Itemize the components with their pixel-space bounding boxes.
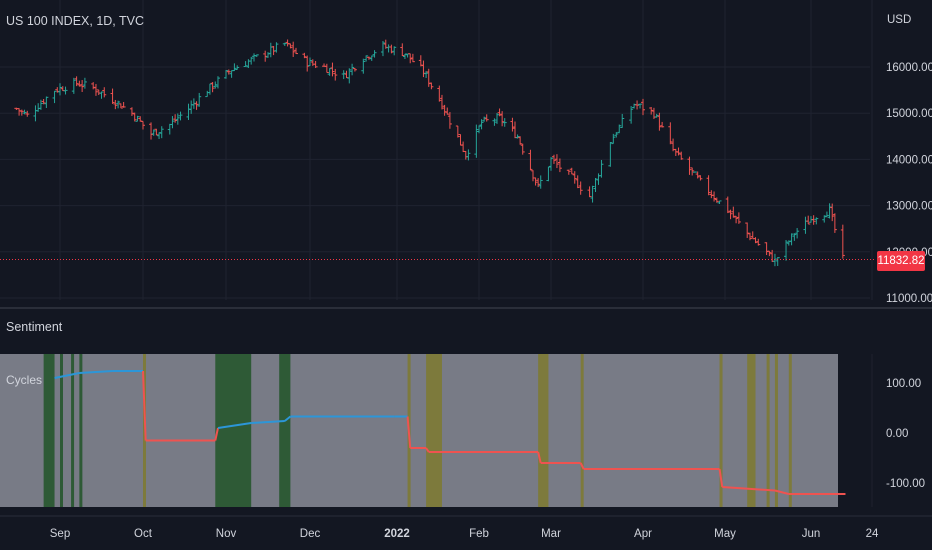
neutral-band xyxy=(766,354,770,507)
bull-band xyxy=(79,354,83,507)
bull-band xyxy=(279,354,291,507)
neutral-band xyxy=(580,354,584,507)
cycles-line-segment xyxy=(537,451,542,464)
neutral-band xyxy=(538,354,549,507)
price-tick-label: 11000.00 xyxy=(886,293,932,305)
x-tick-label: Apr xyxy=(634,528,652,540)
neutral-band xyxy=(426,354,442,507)
x-tick-label: Sep xyxy=(50,528,70,540)
x-tick-label: Dec xyxy=(300,528,321,540)
neutral-band xyxy=(788,354,792,507)
cycles-line-segment xyxy=(579,462,585,470)
price-tick-label: 16000.00 xyxy=(886,62,932,74)
x-tick-label: Feb xyxy=(469,528,489,540)
price-tick-label: 13000.00 xyxy=(886,201,932,213)
chart-title: US 100 INDEX, 1D, TVC xyxy=(6,14,145,28)
indicator-series-label: Cycles xyxy=(6,373,43,387)
x-tick-label: May xyxy=(714,528,736,540)
neutral-band xyxy=(774,354,778,507)
cycles-line-segment xyxy=(79,370,113,374)
x-tick-label: Jun xyxy=(802,528,821,540)
cycles-line-segment xyxy=(214,427,219,441)
cycles-line-segment xyxy=(718,468,724,488)
indicator-pane-title: Sentiment xyxy=(6,320,63,334)
bull-band xyxy=(60,354,63,507)
neutral-band xyxy=(719,354,723,507)
cycles-line-segment xyxy=(774,489,790,495)
x-tick-label: Oct xyxy=(134,528,153,540)
neutral-band xyxy=(747,354,756,507)
cycles-line-segment xyxy=(425,447,430,453)
price-tick-label: 14000.00 xyxy=(886,154,932,166)
cycles-line-segment xyxy=(142,370,147,441)
last-price-tag: 11832.82 xyxy=(877,251,925,271)
cycles-line-segment xyxy=(406,416,412,449)
x-tick-label: 2022 xyxy=(384,528,410,540)
sentiment-tick-label: 100.00 xyxy=(886,378,921,390)
cycles-line-segment xyxy=(284,415,292,422)
x-tick-label: 24 xyxy=(866,528,879,540)
x-tick-label: Nov xyxy=(216,528,237,540)
cycles-line-segment xyxy=(217,422,252,429)
price-tick-label: 15000.00 xyxy=(886,108,932,120)
cycles-line-segment xyxy=(251,420,285,424)
price-axis-currency: USD xyxy=(887,14,911,26)
bull-band xyxy=(43,354,55,507)
sentiment-tick-label: 0.00 xyxy=(886,428,908,440)
x-tick-label: Mar xyxy=(541,528,561,540)
indicator-pane-background xyxy=(0,354,838,507)
bull-band xyxy=(71,354,75,507)
sentiment-tick-label: -100.00 xyxy=(886,478,925,490)
bull-band xyxy=(215,354,252,507)
cycles-line-segment xyxy=(54,372,80,379)
cycles-line-segment xyxy=(722,486,776,492)
